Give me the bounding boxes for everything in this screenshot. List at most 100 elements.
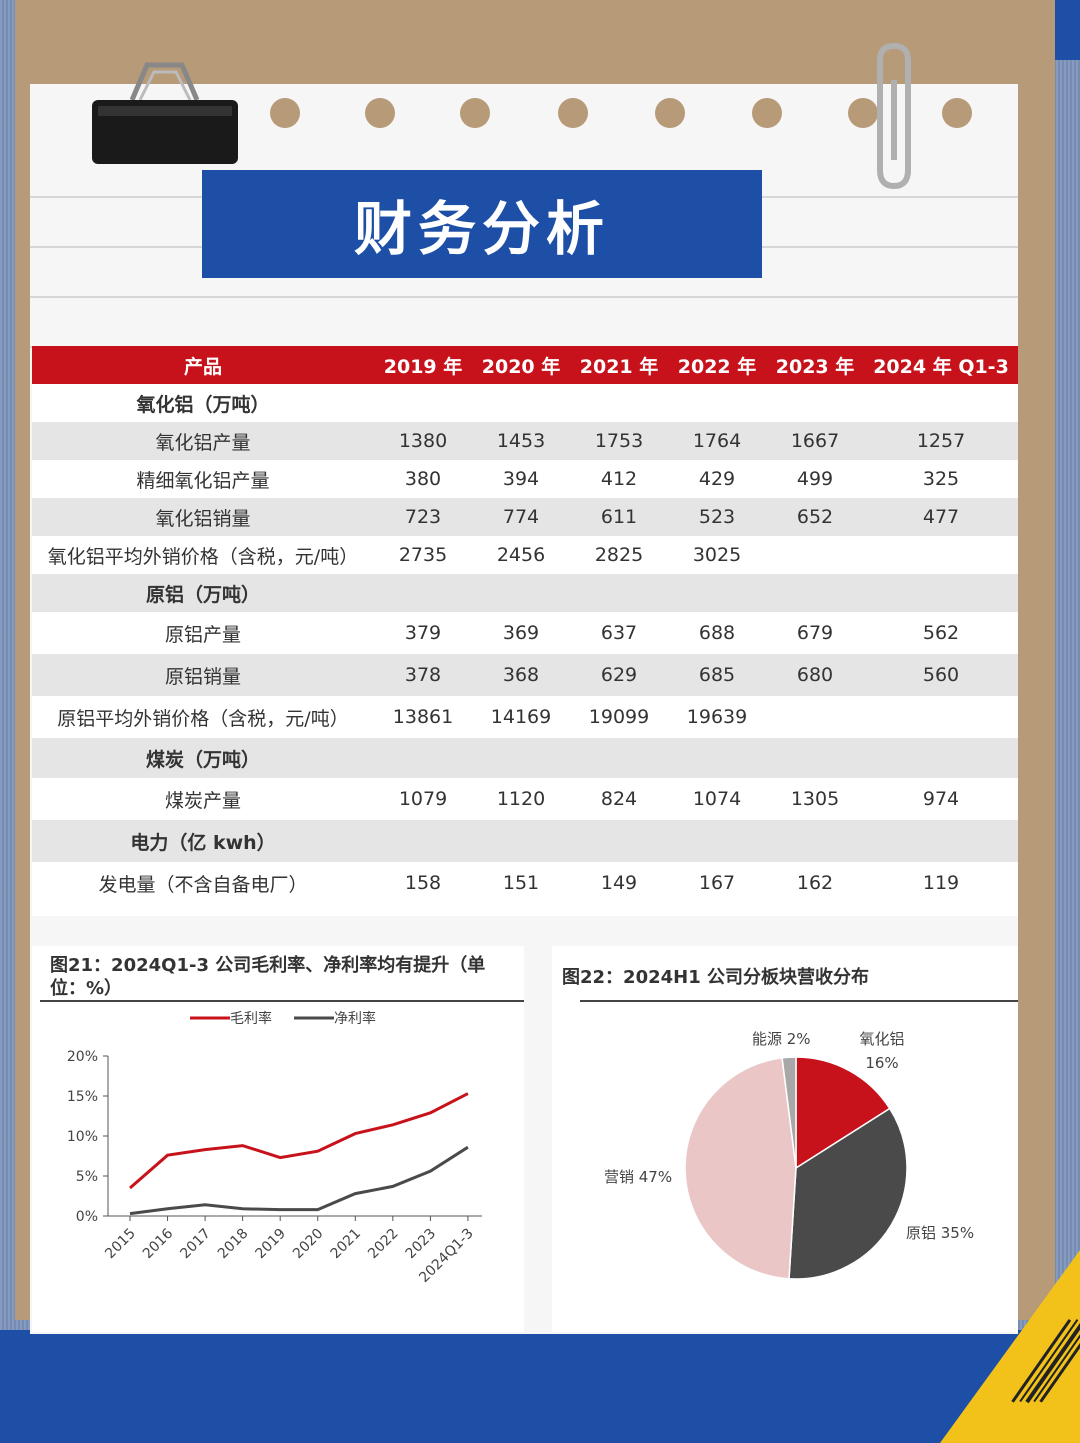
table-cell: 1380 <box>398 430 448 452</box>
figure-21-rule <box>40 1000 524 1002</box>
table-row: 原铝产量 379 369 637 688 679 562 <box>32 612 1018 654</box>
column-header: 2022 年 <box>677 355 757 378</box>
table-cell: 560 <box>922 664 960 686</box>
pie-label: 营销 47% <box>604 1168 672 1186</box>
table-cell <box>864 820 1018 862</box>
table-cell: 368 <box>502 664 540 686</box>
blue-torn-paper-bottom <box>0 1330 1080 1443</box>
pie-label: 原铝 35% <box>906 1224 974 1242</box>
table-row: 原铝平均外销价格（含税，元/吨） 13861 14169 19099 19639 <box>32 696 1018 738</box>
pie-chart: 氧化铝 16% 原铝 35% 营销 47% 能源 2% <box>604 1030 974 1280</box>
y-tick-label: 5% <box>76 1169 98 1185</box>
table-cell <box>472 738 570 778</box>
table-cell: 1079 <box>398 788 448 810</box>
table-cell: 369 <box>502 622 540 644</box>
series-line-net-margin <box>129 1145 469 1216</box>
table-cell <box>570 574 668 612</box>
paper-hole <box>460 98 490 128</box>
table-cell: 974 <box>922 788 960 810</box>
table-cell: 824 <box>600 788 638 810</box>
table-cell <box>864 574 1018 612</box>
table-cell <box>668 820 766 862</box>
row-label: 氧化铝（万吨） <box>136 393 270 416</box>
paper-hole <box>752 98 782 128</box>
row-label: 发电量（不含自备电厂） <box>98 873 308 896</box>
production-table: 产品 2019 年 2020 年 2021 年 2022 年 2023 年 2024 年 Q… <box>32 346 1018 916</box>
table-cell: 379 <box>404 622 442 644</box>
table-cell: 637 <box>600 622 638 644</box>
binder-clip-icon <box>92 62 238 164</box>
table-cell <box>570 820 668 862</box>
row-label: 原铝销量 <box>164 665 241 688</box>
table-cell: 477 <box>922 506 960 528</box>
table-cell: 325 <box>922 468 960 490</box>
x-tick-label: 2020 <box>290 1226 327 1263</box>
table-cell: 3025 <box>692 544 742 566</box>
pie-slice <box>684 1057 797 1280</box>
table-cell: 19639 <box>686 706 748 728</box>
table-cell: 380 <box>404 468 442 490</box>
column-header: 2019 年 <box>383 355 463 378</box>
section-row: 煤炭（万吨） <box>32 738 1018 778</box>
x-tick-label: 2019 <box>252 1226 289 1263</box>
table-cell <box>766 696 864 738</box>
column-header: 2024 年 Q1-3 <box>873 355 1009 378</box>
x-tick-label: 2022 <box>365 1226 402 1263</box>
table-cell <box>472 820 570 862</box>
figure-22-title: 图22：2024H1 公司分板块营收分布 <box>562 967 870 988</box>
table-cell <box>570 738 668 778</box>
table-row: 氧化铝平均外销价格（含税，元/吨） 2735 2456 2825 3025 <box>32 536 1018 574</box>
table-header: 产品 2019 年 2020 年 2021 年 2022 年 2023 年 2024 年 Q… <box>32 346 1018 384</box>
table-cell: 2735 <box>398 544 448 566</box>
column-header: 2021 年 <box>579 355 659 378</box>
y-tick-label: 10% <box>67 1129 98 1145</box>
pie-slice <box>795 1056 891 1170</box>
row-label: 氧化铝销量 <box>155 507 251 530</box>
table-cell: 1074 <box>692 788 742 810</box>
table-cell: 680 <box>796 664 834 686</box>
table-cell <box>766 384 864 422</box>
x-tick-label: 2016 <box>140 1225 177 1262</box>
table-cell: 1753 <box>594 430 644 452</box>
row-label: 煤炭产量 <box>164 789 241 812</box>
table-cell: 1305 <box>790 788 840 810</box>
table-cell <box>766 820 864 862</box>
paper-hole <box>365 98 395 128</box>
pie-slice <box>781 1056 797 1169</box>
series-line-gross-margin <box>129 1092 469 1190</box>
table-row: 发电量（不含自备电厂） 158 151 149 167 162 119 <box>32 862 1018 904</box>
paper-hole <box>848 98 878 128</box>
row-label: 原铝平均外销价格（含税，元/吨） <box>57 707 349 730</box>
column-header: 产品 <box>183 355 222 378</box>
table-row: 氧化铝产量 1380 1453 1753 1764 1667 1257 <box>32 422 1018 460</box>
row-label: 氧化铝产量 <box>155 431 251 454</box>
table-cell: 412 <box>600 468 638 490</box>
table-cell: 1453 <box>496 430 546 452</box>
column-header: 2020 年 <box>481 355 561 378</box>
section-row: 电力（亿 kwh） <box>32 820 1018 862</box>
table-cell: 158 <box>404 872 442 894</box>
pie-label: 氧化铝 <box>859 1030 904 1048</box>
table-cell: 652 <box>796 506 834 528</box>
figure-21-title: 图21：2024Q1-3 公司毛利率、净利率均有提升（单位：%） <box>50 955 486 999</box>
table-cell: 13861 <box>392 706 454 728</box>
table-cell: 14169 <box>490 706 552 728</box>
table-cell <box>668 384 766 422</box>
paper-hole <box>942 98 972 128</box>
row-label: 精细氧化铝产量 <box>136 469 270 492</box>
table-cell: 119 <box>922 872 960 894</box>
pie-label-value: 16% <box>865 1054 898 1072</box>
table-cell: 629 <box>600 664 638 686</box>
title-banner: 财务分析 <box>202 170 762 278</box>
table-cell: 688 <box>698 622 736 644</box>
table-cell: 2825 <box>594 544 644 566</box>
row-label: 电力（亿 kwh） <box>130 831 276 854</box>
table-cell <box>864 738 1018 778</box>
table-cell: 429 <box>698 468 736 490</box>
paper-hole <box>270 98 300 128</box>
table-cell: 167 <box>698 872 736 894</box>
table-cell <box>864 536 1018 574</box>
row-label: 煤炭（万吨） <box>145 748 260 771</box>
table-cell <box>766 574 864 612</box>
x-tick-label: 2018 <box>215 1226 252 1263</box>
